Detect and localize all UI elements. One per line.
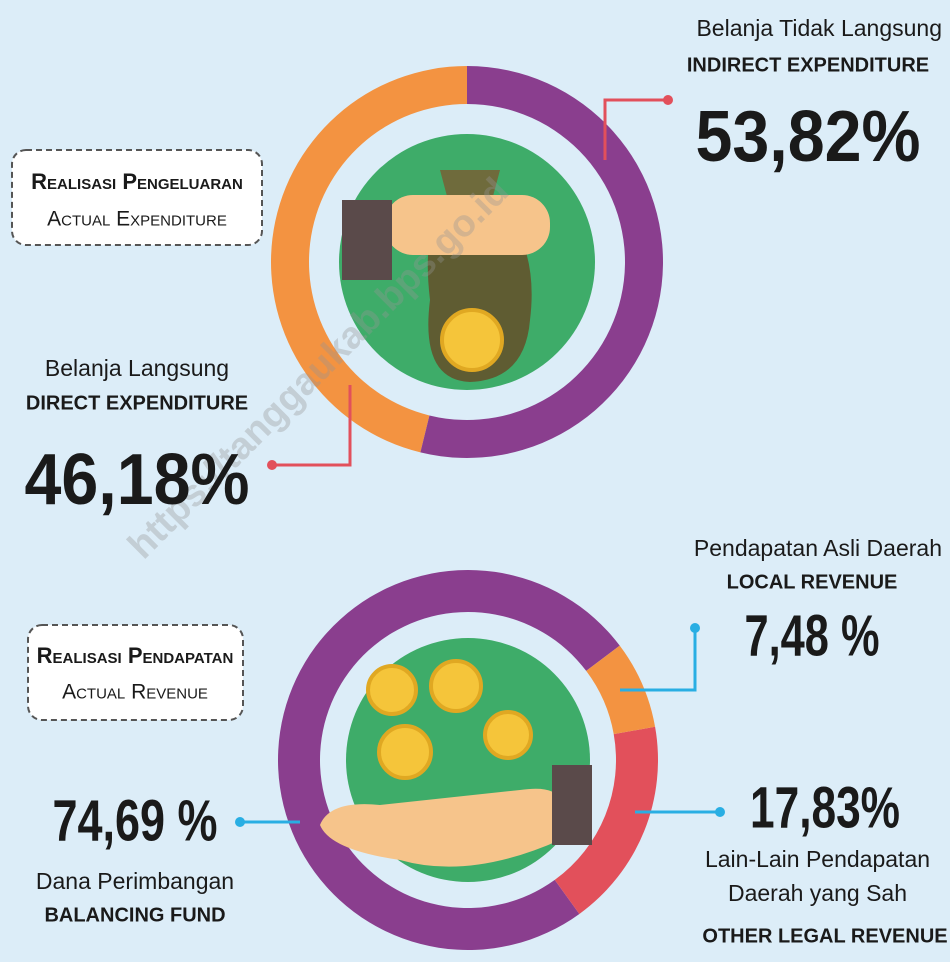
category-label: Pendapatan Asli Daerah	[694, 535, 942, 561]
category-label-box: Lain-Lain Pendapatan Daerah yang Sah	[704, 846, 931, 906]
donut-segment	[420, 66, 664, 458]
value-label: 74,69 %	[53, 788, 218, 853]
category-label-en: DIRECT EXPENDITURE	[26, 392, 248, 414]
coin	[483, 710, 533, 760]
leaders	[240, 98, 720, 824]
value-label: 7,48 %	[745, 603, 880, 668]
category-label-en: LOCAL REVENUE	[727, 571, 898, 593]
leader-line	[620, 628, 697, 692]
hand	[320, 788, 560, 867]
coin	[429, 659, 483, 713]
leader-line	[272, 385, 352, 467]
category-label-en: BALANCING FUND	[44, 904, 225, 926]
chart-subtitle: Actual Revenue	[62, 681, 208, 704]
category-label: Dana Perimbangan	[36, 868, 234, 894]
sleeve	[342, 200, 392, 280]
leader-dot	[267, 460, 277, 470]
category-label: Belanja Langsung	[45, 355, 229, 381]
hand	[385, 195, 550, 255]
leader-dot	[690, 623, 700, 633]
coin	[440, 308, 504, 372]
value-label: 17,83%	[750, 775, 900, 840]
leader-dot	[235, 817, 245, 827]
value-label: 46,18%	[25, 440, 250, 520]
sleeve	[552, 765, 592, 845]
bag-neck	[440, 170, 500, 200]
category-label: Lain-Lain Pendapatan Daerah yang Sah	[704, 846, 931, 906]
leader-line	[603, 98, 668, 160]
title-box	[11, 149, 263, 246]
leader-dot	[663, 95, 673, 105]
chart-title: Realisasi Pendapatan	[37, 643, 234, 668]
donut-segment	[554, 726, 658, 914]
donut-segment	[271, 66, 467, 453]
leader-dot	[715, 807, 725, 817]
category-label-en: INDIRECT EXPENDITURE	[687, 54, 929, 76]
category-label-en: OTHER LEGAL REVENUE	[702, 925, 947, 947]
value-label: 53,82%	[696, 97, 921, 177]
chart-subtitle: Actual Expenditure	[47, 208, 227, 231]
coin	[377, 724, 433, 780]
chart-title: Realisasi Pengeluaran	[31, 169, 243, 194]
coin	[366, 664, 418, 716]
title-box	[27, 624, 244, 721]
category-label: Belanja Tidak Langsung	[696, 15, 942, 41]
